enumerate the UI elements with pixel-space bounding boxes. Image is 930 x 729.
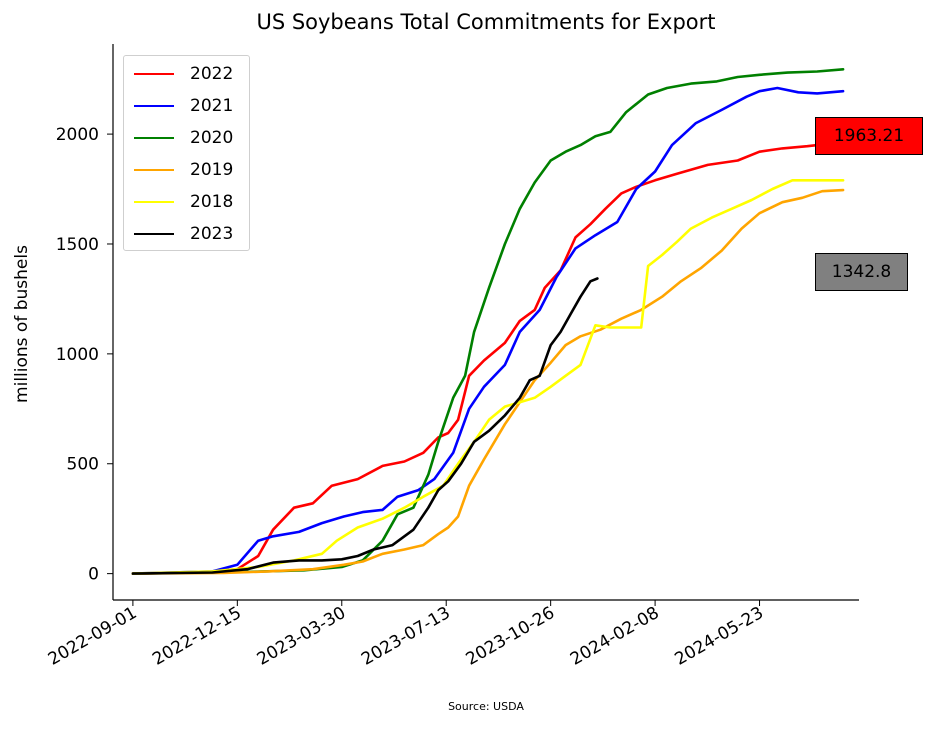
x-tick-label-2022-09-01: 2022-09-01	[45, 603, 141, 670]
legend-label-2020: 2020	[190, 128, 234, 148]
source-note: Source: USDA	[448, 700, 524, 713]
legend-swatch-2020	[134, 137, 174, 139]
legend-swatch-2018	[134, 201, 174, 203]
legend-label-2019: 2019	[190, 160, 234, 180]
legend-item-2021: 2021	[134, 94, 233, 118]
y-tick-label-0: 0	[88, 565, 99, 585]
x-tick-label-2024-05-23: 2024-05-23	[671, 603, 767, 670]
legend-item-2020: 2020	[134, 126, 233, 150]
series-line-2020	[131, 68, 845, 575]
series-line-2021	[131, 86, 845, 575]
legend-label-2018: 2018	[190, 192, 234, 212]
series-line-2018	[131, 179, 845, 575]
series-line-2023	[131, 277, 599, 575]
legend-item-2019: 2019	[134, 158, 233, 182]
end-value-label-2022: 1963.21	[815, 117, 923, 155]
legend: 2022 2021 2020 2019 2018 2023	[123, 55, 250, 251]
x-tick-label-2023-03-30: 2023-03-30	[254, 603, 350, 670]
y-tick-label-2000: 2000	[56, 125, 99, 145]
legend-item-2022: 2022	[134, 62, 233, 86]
series-line-2019	[131, 188, 845, 575]
y-tick-label-500: 500	[67, 455, 99, 475]
legend-swatch-2022	[134, 73, 174, 75]
y-tick-label-1000: 1000	[56, 345, 99, 365]
series-lines	[131, 68, 845, 575]
y-tick-label-1500: 1500	[56, 235, 99, 255]
legend-label-2022: 2022	[190, 64, 234, 84]
x-tick-label-2022-12-15: 2022-12-15	[149, 603, 245, 670]
legend-item-2023: 2023	[134, 222, 233, 246]
x-tick-label-2023-07-13: 2023-07-13	[358, 603, 454, 670]
series-line-2022	[131, 140, 845, 575]
legend-swatch-2019	[134, 169, 174, 171]
legend-label-2023: 2023	[190, 224, 234, 244]
legend-item-2018: 2018	[134, 190, 233, 214]
legend-label-2021: 2021	[190, 96, 234, 116]
end-value-label-2023: 1342.8	[815, 253, 908, 291]
x-tick-label-2023-10-26: 2023-10-26	[463, 603, 559, 670]
legend-swatch-2023	[134, 233, 174, 235]
x-tick-label-2024-02-08: 2024-02-08	[567, 603, 663, 670]
chart-title: US Soybeans Total Commitments for Export	[256, 10, 716, 34]
legend-swatch-2021	[134, 105, 174, 107]
